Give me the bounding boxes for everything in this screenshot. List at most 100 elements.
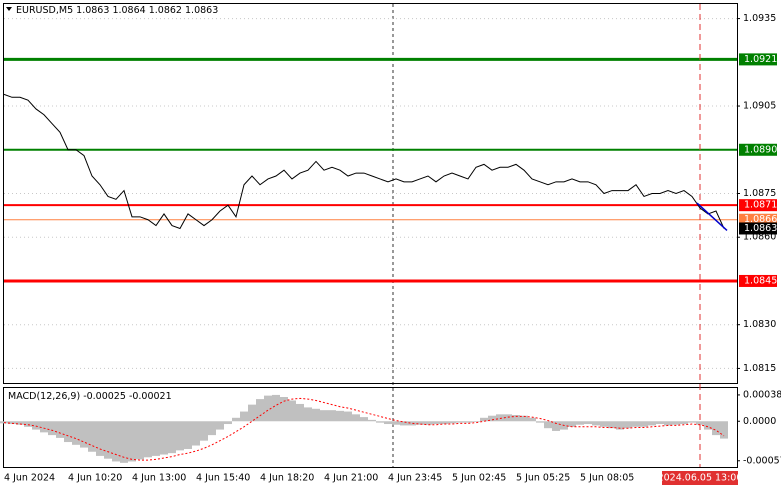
macd-bar — [448, 421, 456, 424]
macd-bar — [480, 417, 488, 422]
macd-bar — [184, 421, 192, 449]
macd-bar — [720, 421, 728, 439]
macd-bar — [672, 421, 680, 425]
macd-bar — [656, 421, 664, 425]
y-tick-label: 1.0905 — [743, 101, 776, 112]
x-tick-label: 4 Jun 23:45 — [388, 473, 442, 484]
macd-bar — [600, 421, 608, 427]
macd-bar — [568, 421, 576, 427]
macd-bar — [264, 395, 272, 422]
macd-bar — [296, 403, 304, 422]
macd-bar — [320, 410, 328, 422]
x-tick-label: 4 Jun 21:00 — [324, 473, 378, 484]
level-label: 1.0845 — [744, 275, 777, 286]
macd-bar — [352, 414, 360, 422]
macd-bar — [176, 421, 184, 451]
macd-bar — [256, 399, 264, 422]
macd-bar — [608, 421, 616, 429]
macd-bar — [576, 421, 584, 425]
symbol-marker — [6, 7, 12, 11]
macd-bar — [400, 421, 408, 426]
level-label: 1.0890 — [744, 144, 777, 155]
x-tick-label: 5 Jun 08:05 — [580, 473, 634, 484]
macd-bar — [464, 421, 472, 423]
y-tick-label: -0.00057 — [743, 455, 781, 466]
macd-bar — [272, 394, 280, 422]
macd-bar — [328, 410, 336, 422]
price-line — [3, 93, 725, 230]
macd-bar — [680, 421, 688, 425]
macd-bar — [592, 421, 600, 426]
macd-frame — [3, 387, 738, 468]
macd-bar — [88, 421, 96, 452]
macd-bar — [96, 421, 104, 456]
macd-bar — [392, 421, 400, 425]
x-tick-label: 4 Jun 10:20 — [68, 473, 122, 484]
y-tick-label: 0.00038 — [743, 389, 781, 400]
macd-bar — [408, 421, 416, 426]
last-price-box — [739, 222, 777, 235]
y-tick-label: 1.0830 — [743, 319, 776, 330]
macd-bar — [288, 400, 296, 422]
macd-bar — [280, 397, 288, 422]
macd-bar — [304, 407, 312, 422]
macd-bar — [48, 421, 56, 436]
macd-value: -0.00025 — [83, 391, 126, 402]
macd-bar — [152, 421, 160, 456]
macd-bar — [512, 415, 520, 422]
level-label-box — [739, 53, 777, 66]
macd-bar — [472, 421, 480, 422]
x-tick-label: 5 Jun 05:25 — [516, 473, 570, 484]
level-label: 1.0866 — [744, 214, 777, 225]
macd-bar — [640, 421, 648, 427]
macd-bar — [336, 410, 344, 422]
macd-bar — [24, 421, 32, 427]
level-label-box — [739, 143, 777, 156]
macd-bar — [160, 421, 168, 455]
close-value: 1.0863 — [185, 5, 218, 16]
level-label: 1.0871 — [744, 200, 777, 211]
macd-bar — [544, 421, 552, 429]
macd-bar — [56, 421, 64, 438]
macd-bar — [232, 417, 240, 422]
macd-bar — [112, 421, 120, 462]
chart-header: EURUSD,M5 1.0863 1.0864 1.0862 1.0863 — [16, 5, 218, 16]
macd-bar — [552, 421, 560, 431]
macd-bar — [32, 421, 40, 430]
macd-bar — [240, 411, 248, 422]
macd-bar — [344, 411, 352, 422]
macd-bar — [376, 421, 384, 423]
macd-bar — [40, 421, 48, 433]
macd-bar — [128, 421, 136, 462]
macd-bar — [624, 421, 632, 429]
macd-bar — [584, 421, 592, 425]
x-tick-label: 4 Jun 15:40 — [196, 473, 250, 484]
macd-bar — [120, 421, 128, 463]
macd-header: MACD(12,26,9) -0.00025 -0.00021 — [8, 391, 172, 402]
highlight-time-label: 2024.06.05 13:00 — [658, 473, 743, 484]
macd-bar — [248, 404, 256, 422]
macd-bar — [200, 421, 208, 441]
highlight-time: 2024.06.05 13:00 — [658, 471, 743, 485]
macd-bar — [632, 421, 640, 427]
level-label: 1.0921 — [744, 54, 777, 65]
signal-line — [3, 397, 725, 461]
macd-bar — [528, 417, 536, 422]
macd-bar — [104, 421, 112, 459]
macd-bar — [216, 421, 224, 430]
macd-bar — [136, 421, 144, 460]
macd-title: MACD(12,26,9) — [8, 391, 80, 402]
level-label-box — [739, 199, 777, 212]
macd-bar — [664, 421, 672, 426]
macd-bar — [72, 421, 80, 445]
macd-bar — [64, 421, 72, 443]
highlight-time-box — [662, 471, 738, 485]
macd-bar — [496, 414, 504, 422]
macd-bar — [712, 421, 720, 436]
y-tick-label: 0.0000 — [743, 416, 776, 427]
y-tick-label: 1.0875 — [743, 188, 776, 199]
x-tick-label: 5 Jun 02:45 — [452, 473, 506, 484]
